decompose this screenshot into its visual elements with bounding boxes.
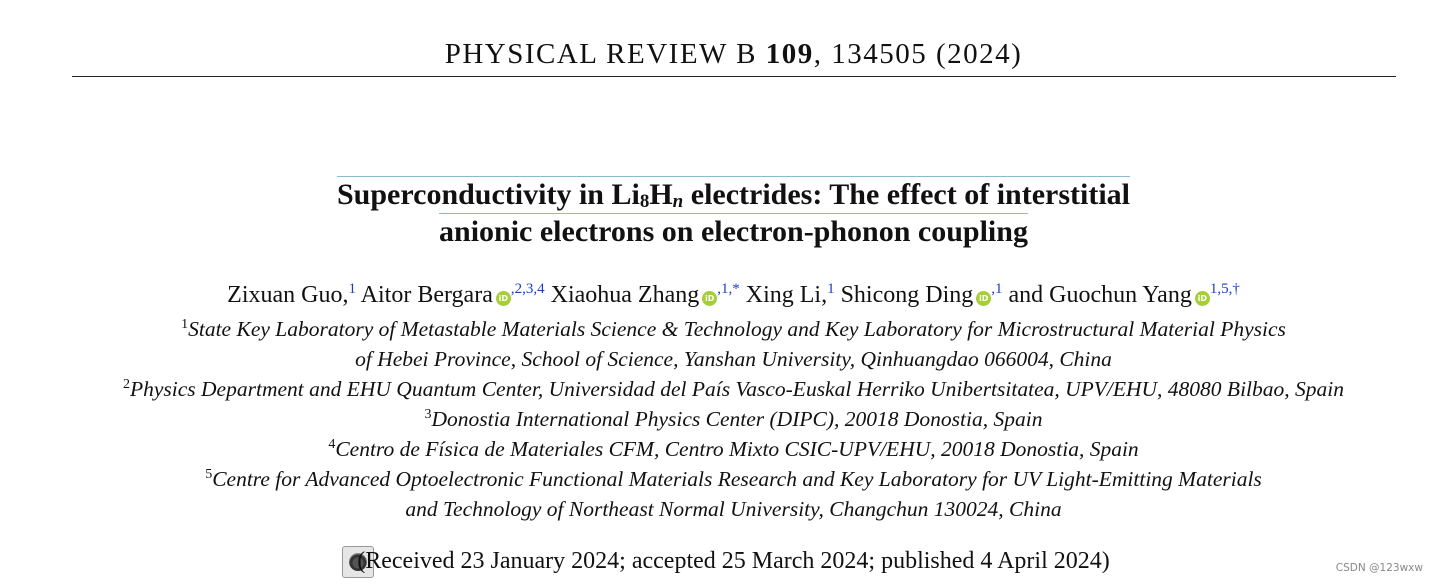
affiliation-line: 1State Key Laboratory of Metastable Mate… — [0, 314, 1437, 344]
affiliation-number: 5 — [205, 467, 213, 482]
header-rule — [72, 76, 1396, 77]
author-list: Zixuan Guo,1 Aitor Bergara iD,2,3,4 Xiaoh… — [0, 282, 1437, 309]
author: Shicong Ding iD,1 — [840, 281, 1003, 309]
affiliation-text: State Key Laboratory of Metastable Mater… — [188, 317, 1286, 341]
article-title: Superconductivity in Li8Hn electrides: T… — [0, 176, 1437, 250]
affiliation-line: 4Centro de Física de Materiales CFM, Cen… — [0, 434, 1437, 464]
affiliation-superscript[interactable]: ,1 — [991, 281, 1003, 297]
received-dates: (Received 23 January 2024; accepted 25 M… — [357, 548, 1110, 574]
author-name: Zixuan Guo, — [227, 282, 349, 308]
orcid-icon[interactable]: iD — [495, 291, 511, 306]
affiliation-line: 5Centre for Advanced Optoelectronic Func… — [0, 464, 1437, 494]
author-name: Xing Li, — [745, 282, 828, 308]
author-name: Shicong Ding — [840, 282, 974, 308]
affiliation-number: 1 — [181, 317, 189, 332]
author: and Guochun Yang iD1,5,† — [1008, 281, 1240, 309]
affiliation-text: Centre for Advanced Optoelectronic Funct… — [212, 467, 1262, 491]
journal-header: PHYSICAL REVIEW B 109, 134505 (2024) — [0, 38, 1437, 71]
affiliation-number: 3 — [424, 407, 432, 422]
affiliation-line: 3Donostia International Physics Center (… — [0, 404, 1437, 434]
journal-article-info: , 134505 (2024) — [813, 38, 1023, 70]
orcid-icon[interactable]: iD — [702, 291, 718, 306]
affiliation-superscript[interactable]: ,1,* — [717, 281, 740, 297]
author-name: Aitor Bergara — [360, 282, 493, 308]
author-name: and Guochun Yang — [1008, 282, 1192, 308]
orcid-icon[interactable]: iD — [1194, 291, 1210, 306]
check-for-updates-icon[interactable] — [342, 546, 374, 578]
author: Aitor Bergara iD,2,3,4 — [360, 281, 545, 309]
affiliation-text: Physics Department and EHU Quantum Cente… — [129, 377, 1344, 401]
affiliation-text: and Technology of Northeast Normal Unive… — [405, 497, 1062, 521]
affiliation-superscript[interactable]: 1 — [348, 281, 356, 297]
affiliation-line: and Technology of Northeast Normal Unive… — [0, 494, 1437, 524]
affiliation-superscript[interactable]: 1,5,† — [1209, 281, 1240, 297]
affiliation-line: 2Physics Department and EHU Quantum Cent… — [0, 374, 1437, 404]
author: Xing Li,1 — [745, 281, 835, 309]
affiliation-number: 2 — [122, 377, 130, 392]
journal-name: PHYSICAL REVIEW B — [444, 38, 757, 70]
affiliation-list: 1State Key Laboratory of Metastable Mate… — [0, 314, 1437, 524]
author-name: Xiaohua Zhang — [550, 282, 700, 308]
author: Xiaohua Zhang iD,1,* — [550, 281, 740, 309]
affiliation-superscript[interactable]: 1 — [827, 281, 835, 297]
watermark: CSDN @123wxw — [1335, 562, 1423, 574]
title-line-2: anionic electrons on electron-phonon cou… — [439, 213, 1028, 248]
affiliation-superscript[interactable]: ,2,3,4 — [510, 281, 545, 297]
affiliation-text: of Hebei Province, School of Science, Ya… — [355, 347, 1112, 371]
affiliation-text: Centro de Física de Materiales CFM, Cent… — [335, 437, 1139, 461]
affiliation-number: 4 — [328, 437, 336, 452]
journal-volume: 109 — [765, 38, 814, 70]
orcid-icon[interactable]: iD — [976, 291, 992, 306]
affiliation-text: Donostia International Physics Center (D… — [431, 407, 1043, 431]
affiliation-line: of Hebei Province, School of Science, Ya… — [0, 344, 1437, 374]
author: Zixuan Guo,1 — [227, 281, 356, 309]
title-line-1: Superconductivity in Li8Hn electrides: T… — [336, 176, 1131, 212]
